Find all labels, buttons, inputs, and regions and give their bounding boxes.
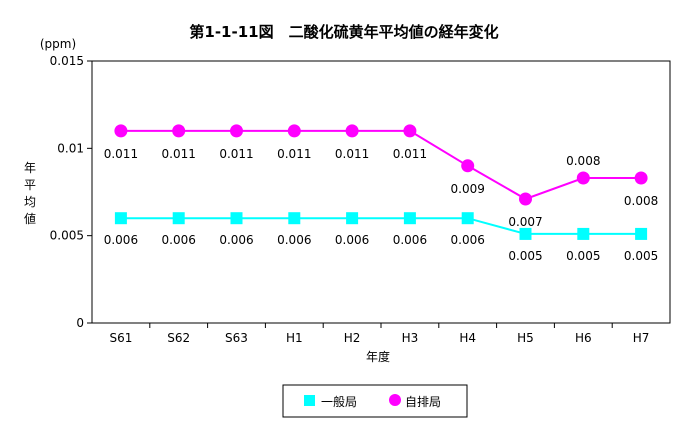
- series-layer: [114, 124, 648, 240]
- data-point-jihai: [114, 124, 128, 138]
- data-label: 0.006: [219, 233, 253, 247]
- x-tick-label: H2: [344, 331, 361, 345]
- y-axis-label-char: 平: [24, 178, 36, 192]
- data-label: 0.006: [451, 233, 485, 247]
- data-labels: 0.006 0.006 0.006 0.006 0.006 0.006 0.006 0.005…: [104, 147, 659, 263]
- x-axis-label: 年度: [366, 349, 390, 364]
- y-axis-label-char: 均: [24, 195, 36, 209]
- legend: 一般局 自排局: [282, 384, 468, 418]
- legend-label-ippan: 一般局: [321, 394, 357, 409]
- x-tick-label: H6: [575, 331, 592, 345]
- x-tick-label: H1: [286, 331, 303, 345]
- y-unit-label: (ppm): [40, 37, 76, 51]
- x-tick-label: S61: [109, 331, 132, 345]
- y-axis-label-char: 年: [24, 161, 36, 175]
- x-tick-label: H3: [402, 331, 419, 345]
- legend-marker-jihai: [389, 394, 401, 406]
- data-label: 0.006: [277, 233, 311, 247]
- data-point-jihai: [172, 124, 186, 138]
- data-point-ippan: [577, 227, 590, 240]
- x-axis-ticks: S61 S62 S63 H1 H2 H3 H4 H5 H6 H7: [109, 323, 649, 345]
- plot-area: [91, 60, 671, 324]
- data-label: 0.011: [104, 147, 138, 161]
- y-axis-ticks: 0 0.005 0.01 0.015: [50, 54, 92, 330]
- data-point-jihai: [287, 124, 301, 138]
- y-axis-label-char: 値: [24, 211, 36, 226]
- data-label: 0.011: [335, 147, 369, 161]
- data-point-ippan: [519, 227, 532, 240]
- y-tick-label: 0: [76, 316, 84, 330]
- data-label: 0.011: [162, 147, 196, 161]
- data-point-jihai: [519, 192, 532, 206]
- data-point-jihai: [461, 159, 475, 173]
- y-tick-label: 0.015: [50, 54, 84, 68]
- series-line-1: [120, 129, 642, 201]
- data-label: 0.006: [162, 233, 196, 247]
- legend-marker-ippan: [304, 395, 315, 406]
- data-label: 0.005: [624, 249, 658, 263]
- legend-label-jihai: 自排局: [405, 395, 441, 409]
- data-label: 0.009: [451, 182, 485, 196]
- data-point-jihai: [345, 124, 359, 138]
- data-point-ippan: [230, 212, 243, 225]
- data-point-jihai: [576, 171, 590, 185]
- data-point-ippan: [461, 212, 474, 225]
- data-label: 0.006: [335, 233, 369, 247]
- data-point-jihai: [403, 124, 417, 138]
- series-line-0: [120, 217, 642, 235]
- data-label: 0.011: [219, 147, 253, 161]
- data-label: 0.011: [277, 147, 311, 161]
- data-point-ippan: [114, 212, 127, 225]
- x-tick-label: S62: [167, 331, 190, 345]
- y-axis-label: 年平均値: [24, 161, 36, 226]
- data-label: 0.005: [566, 249, 600, 263]
- data-point-ippan: [403, 212, 416, 225]
- data-point-jihai: [634, 171, 648, 185]
- data-point-ippan: [635, 227, 648, 240]
- x-tick-label: S63: [225, 331, 248, 345]
- data-label: 0.008: [624, 194, 658, 208]
- y-tick-label: 0.005: [50, 229, 84, 243]
- y-tick-label: 0.01: [57, 141, 84, 155]
- data-label: 0.011: [393, 147, 427, 161]
- data-label: 0.008: [566, 154, 600, 168]
- data-point-jihai: [230, 124, 243, 138]
- data-point-ippan: [346, 212, 359, 225]
- x-tick-label: H7: [633, 331, 650, 345]
- chart-title: 第1-1-11図 二酸化硫黄年平均値の経年変化: [189, 23, 498, 41]
- x-tick-label: H5: [517, 331, 534, 345]
- data-label: 0.007: [508, 215, 542, 229]
- data-point-ippan: [288, 212, 301, 225]
- x-tick-label: H4: [459, 331, 476, 345]
- data-label: 0.006: [393, 233, 427, 247]
- data-point-ippan: [172, 212, 185, 225]
- data-label: 0.006: [104, 233, 138, 247]
- data-label: 0.005: [508, 249, 542, 263]
